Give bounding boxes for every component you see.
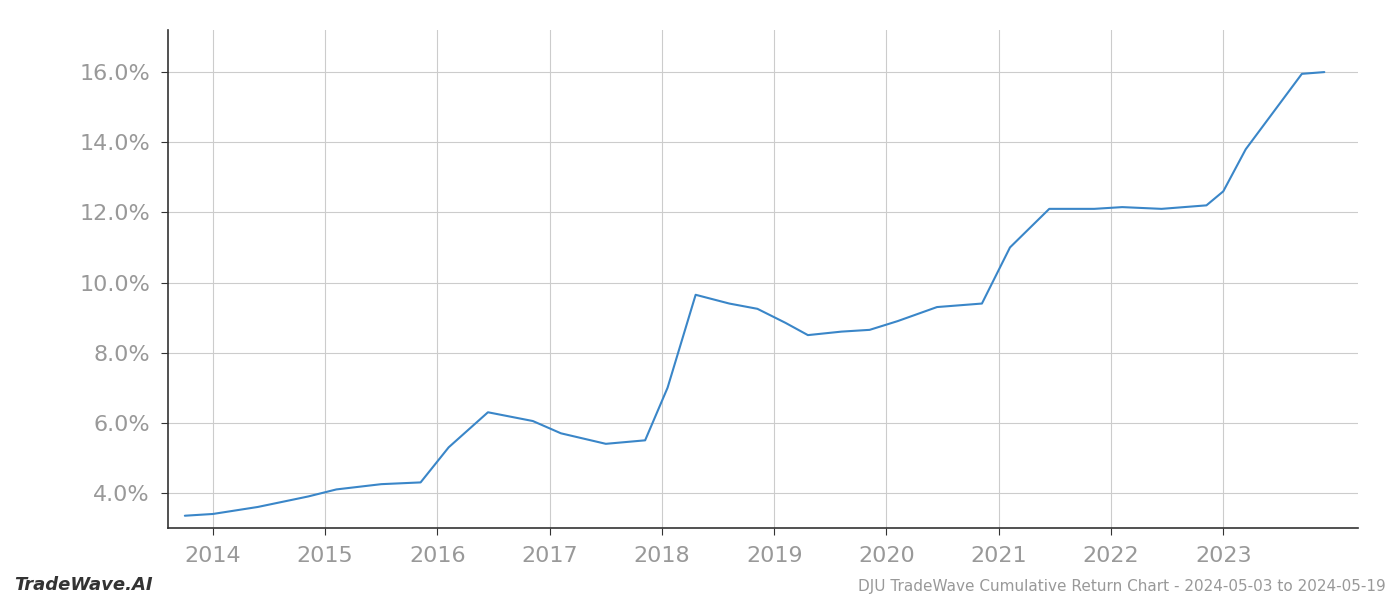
Text: TradeWave.AI: TradeWave.AI — [14, 576, 153, 594]
Text: DJU TradeWave Cumulative Return Chart - 2024-05-03 to 2024-05-19: DJU TradeWave Cumulative Return Chart - … — [858, 579, 1386, 594]
